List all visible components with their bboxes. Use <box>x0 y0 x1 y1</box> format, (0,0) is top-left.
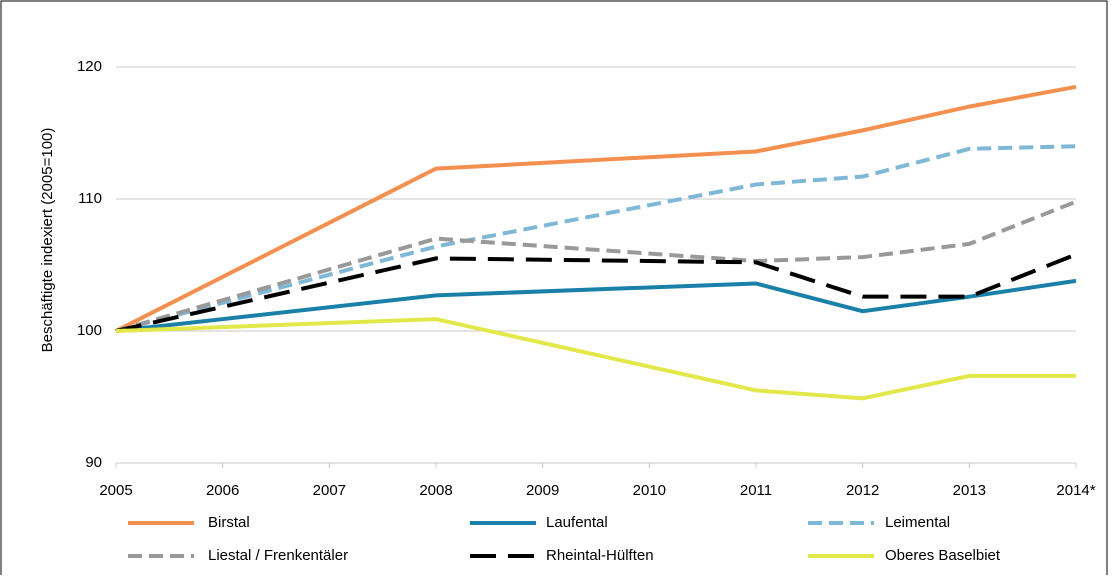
y-tick-label: 110 <box>78 190 102 207</box>
series-line <box>115 144 1077 333</box>
x-tick-label: 2011 <box>740 482 772 499</box>
legend-label: Oberes Baselbiet <box>885 547 1001 564</box>
legend-label: Liestal / Frenkentäler <box>208 547 348 564</box>
series-line <box>115 199 1077 333</box>
legend-label: Rheintal-Hülften <box>546 547 654 564</box>
series-line <box>115 84 1077 333</box>
series-line <box>115 252 1077 333</box>
x-tick-label: 2013 <box>953 482 986 499</box>
legend-label: Laufental <box>546 514 608 531</box>
series-line <box>115 278 1077 333</box>
x-tick-label: 2010 <box>633 482 666 499</box>
legend-label: Birstal <box>208 514 250 531</box>
x-tick-label: 2012 <box>846 482 879 499</box>
y-axis-label: Beschäftigte indexiert (2005=100) <box>39 128 56 353</box>
y-tick-label: 120 <box>77 58 102 75</box>
x-tick-label: 2007 <box>313 482 346 499</box>
x-tick-label: 2005 <box>99 482 132 499</box>
y-tick-label: 90 <box>85 454 102 471</box>
x-tick-label: 2006 <box>206 482 239 499</box>
x-tick-label: 2008 <box>419 482 452 499</box>
series-line <box>115 317 1076 401</box>
legend-label: Leimental <box>885 514 950 531</box>
y-tick-label: 100 <box>77 322 102 339</box>
x-tick-label: 2009 <box>526 482 559 499</box>
x-tick-label: 2014* <box>1056 482 1095 499</box>
